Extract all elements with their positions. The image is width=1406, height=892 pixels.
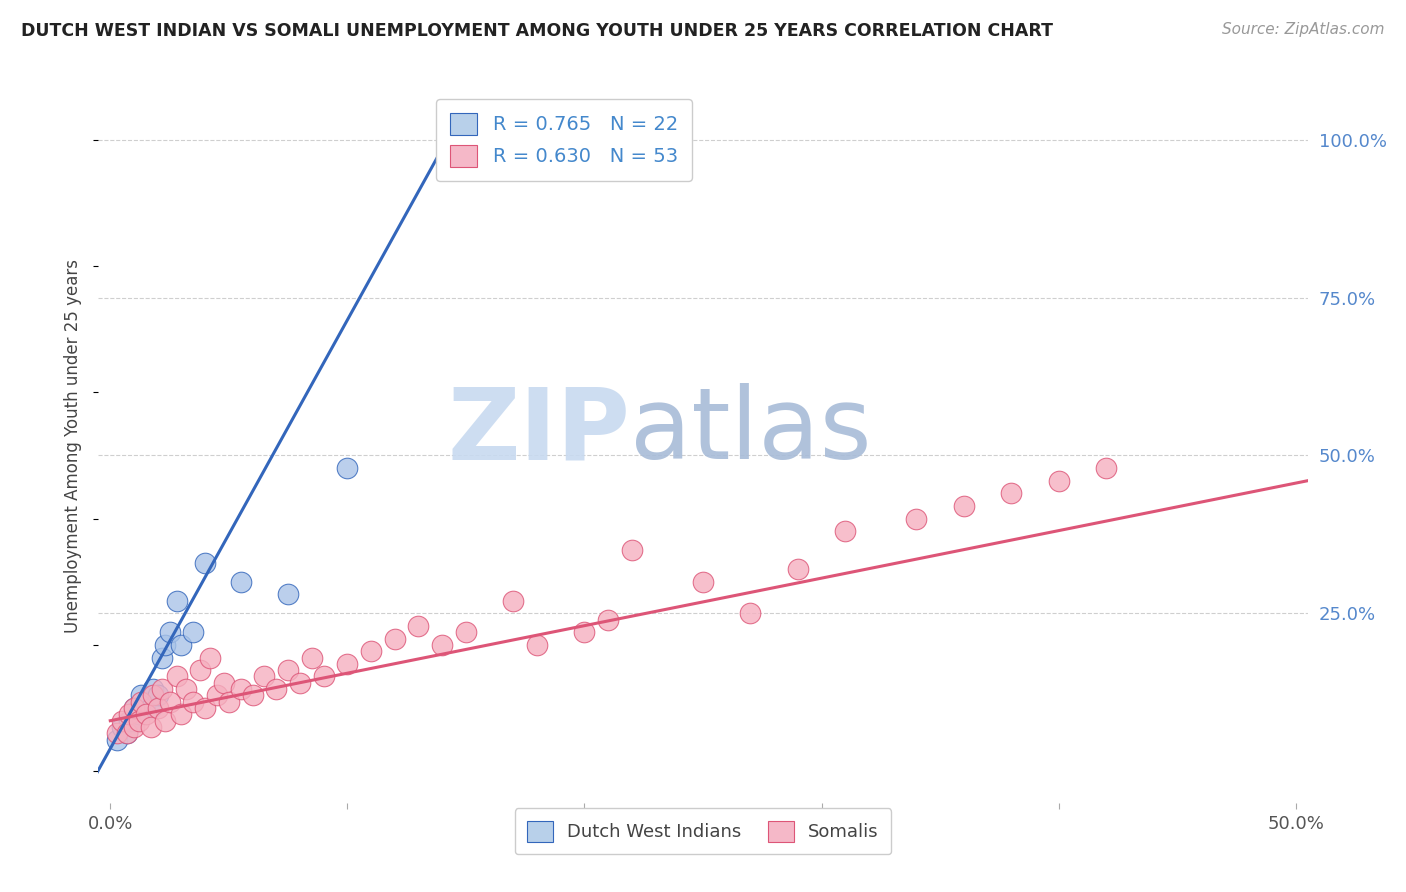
Point	[129, 689, 152, 703]
Point	[146, 689, 169, 703]
Point	[122, 720, 145, 734]
Point	[105, 732, 128, 747]
Point	[786, 562, 808, 576]
Point	[122, 714, 145, 728]
Point	[142, 682, 165, 697]
Point	[218, 695, 240, 709]
Y-axis label: Unemployment Among Youth under 25 years: Unemployment Among Youth under 25 years	[65, 259, 83, 633]
Point	[174, 682, 197, 697]
Point	[1047, 474, 1070, 488]
Point	[952, 499, 974, 513]
Point	[598, 613, 620, 627]
Point	[312, 669, 335, 683]
Point	[128, 707, 150, 722]
Point	[384, 632, 406, 646]
Text: DUTCH WEST INDIAN VS SOMALI UNEMPLOYMENT AMONG YOUTH UNDER 25 YEARS CORRELATION : DUTCH WEST INDIAN VS SOMALI UNEMPLOYMENT…	[21, 22, 1053, 40]
Point	[152, 650, 174, 665]
Point	[574, 625, 596, 640]
Point	[740, 607, 762, 621]
Legend: Dutch West Indians, Somalis: Dutch West Indians, Somalis	[515, 808, 891, 855]
Point	[336, 461, 359, 475]
Point	[336, 657, 359, 671]
Point	[135, 707, 157, 722]
Point	[142, 689, 165, 703]
Point	[198, 650, 221, 665]
Point	[146, 701, 169, 715]
Point	[264, 682, 287, 697]
Text: atlas: atlas	[630, 384, 872, 480]
Point	[229, 574, 252, 589]
Point	[905, 511, 928, 525]
Point	[454, 625, 477, 640]
Point	[111, 720, 134, 734]
Point	[115, 726, 138, 740]
Point	[118, 707, 141, 722]
Point	[139, 720, 162, 734]
Point	[1095, 461, 1118, 475]
Point	[432, 638, 454, 652]
Point	[128, 714, 150, 728]
Point	[692, 574, 714, 589]
Point	[205, 689, 228, 703]
Point	[105, 726, 128, 740]
Point	[181, 695, 204, 709]
Point	[288, 675, 311, 690]
Point	[194, 556, 217, 570]
Point	[153, 714, 176, 728]
Point	[229, 682, 252, 697]
Point	[620, 543, 643, 558]
Point	[153, 638, 176, 652]
Point	[408, 619, 430, 633]
Point	[212, 675, 235, 690]
Point	[111, 714, 134, 728]
Point	[115, 726, 138, 740]
Point	[152, 682, 174, 697]
Point	[159, 695, 181, 709]
Point	[1000, 486, 1022, 500]
Point	[242, 689, 264, 703]
Point	[301, 650, 323, 665]
Point	[502, 593, 524, 607]
Point	[190, 663, 212, 677]
Point	[194, 701, 217, 715]
Point	[122, 701, 145, 715]
Point	[170, 707, 193, 722]
Point	[135, 695, 157, 709]
Point	[129, 695, 152, 709]
Point	[181, 625, 204, 640]
Text: Source: ZipAtlas.com: Source: ZipAtlas.com	[1222, 22, 1385, 37]
Point	[360, 644, 382, 658]
Point	[253, 669, 276, 683]
Point	[122, 701, 145, 715]
Point	[166, 669, 188, 683]
Point	[277, 663, 299, 677]
Text: ZIP: ZIP	[447, 384, 630, 480]
Point	[834, 524, 856, 539]
Point	[139, 701, 162, 715]
Point	[170, 638, 193, 652]
Point	[277, 587, 299, 601]
Point	[118, 714, 141, 728]
Point	[159, 625, 181, 640]
Point	[526, 638, 548, 652]
Point	[166, 593, 188, 607]
